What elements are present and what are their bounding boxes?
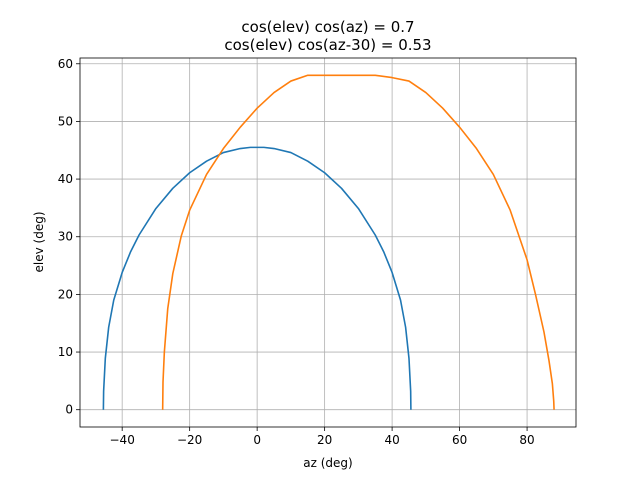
x-tick-label: 20 (317, 433, 332, 447)
y-tick-label: 20 (58, 287, 73, 301)
series-line-1 (102, 146, 412, 410)
x-axis-label: az (deg) (303, 456, 352, 470)
data-series (102, 74, 555, 410)
chart-title-line-2: cos(elev) cos(az-30) = 0.53 (224, 36, 431, 54)
axis-ticks: −40 −20 0 20 40 60 80 0 10 20 30 40 50 60 (58, 57, 535, 447)
x-tick-label: 40 (384, 433, 399, 447)
y-tick-label: 10 (58, 345, 73, 359)
x-tick-label: 0 (253, 433, 261, 447)
x-tick-label: −20 (177, 433, 202, 447)
y-tick-label: 0 (65, 403, 73, 417)
y-tick-label: 30 (58, 230, 73, 244)
y-axis-label: elev (deg) (32, 212, 46, 273)
plot-frame (79, 57, 577, 428)
series-line-2 (161, 74, 555, 410)
chart-title-line-1: cos(elev) cos(az) = 0.7 (241, 18, 414, 36)
y-tick-label: 60 (58, 57, 73, 71)
y-tick-label: 40 (58, 172, 73, 186)
x-tick-label: 80 (519, 433, 534, 447)
x-tick-label: −40 (110, 433, 135, 447)
x-tick-label: 60 (452, 433, 467, 447)
grid (80, 58, 576, 427)
y-tick-label: 50 (58, 114, 73, 128)
